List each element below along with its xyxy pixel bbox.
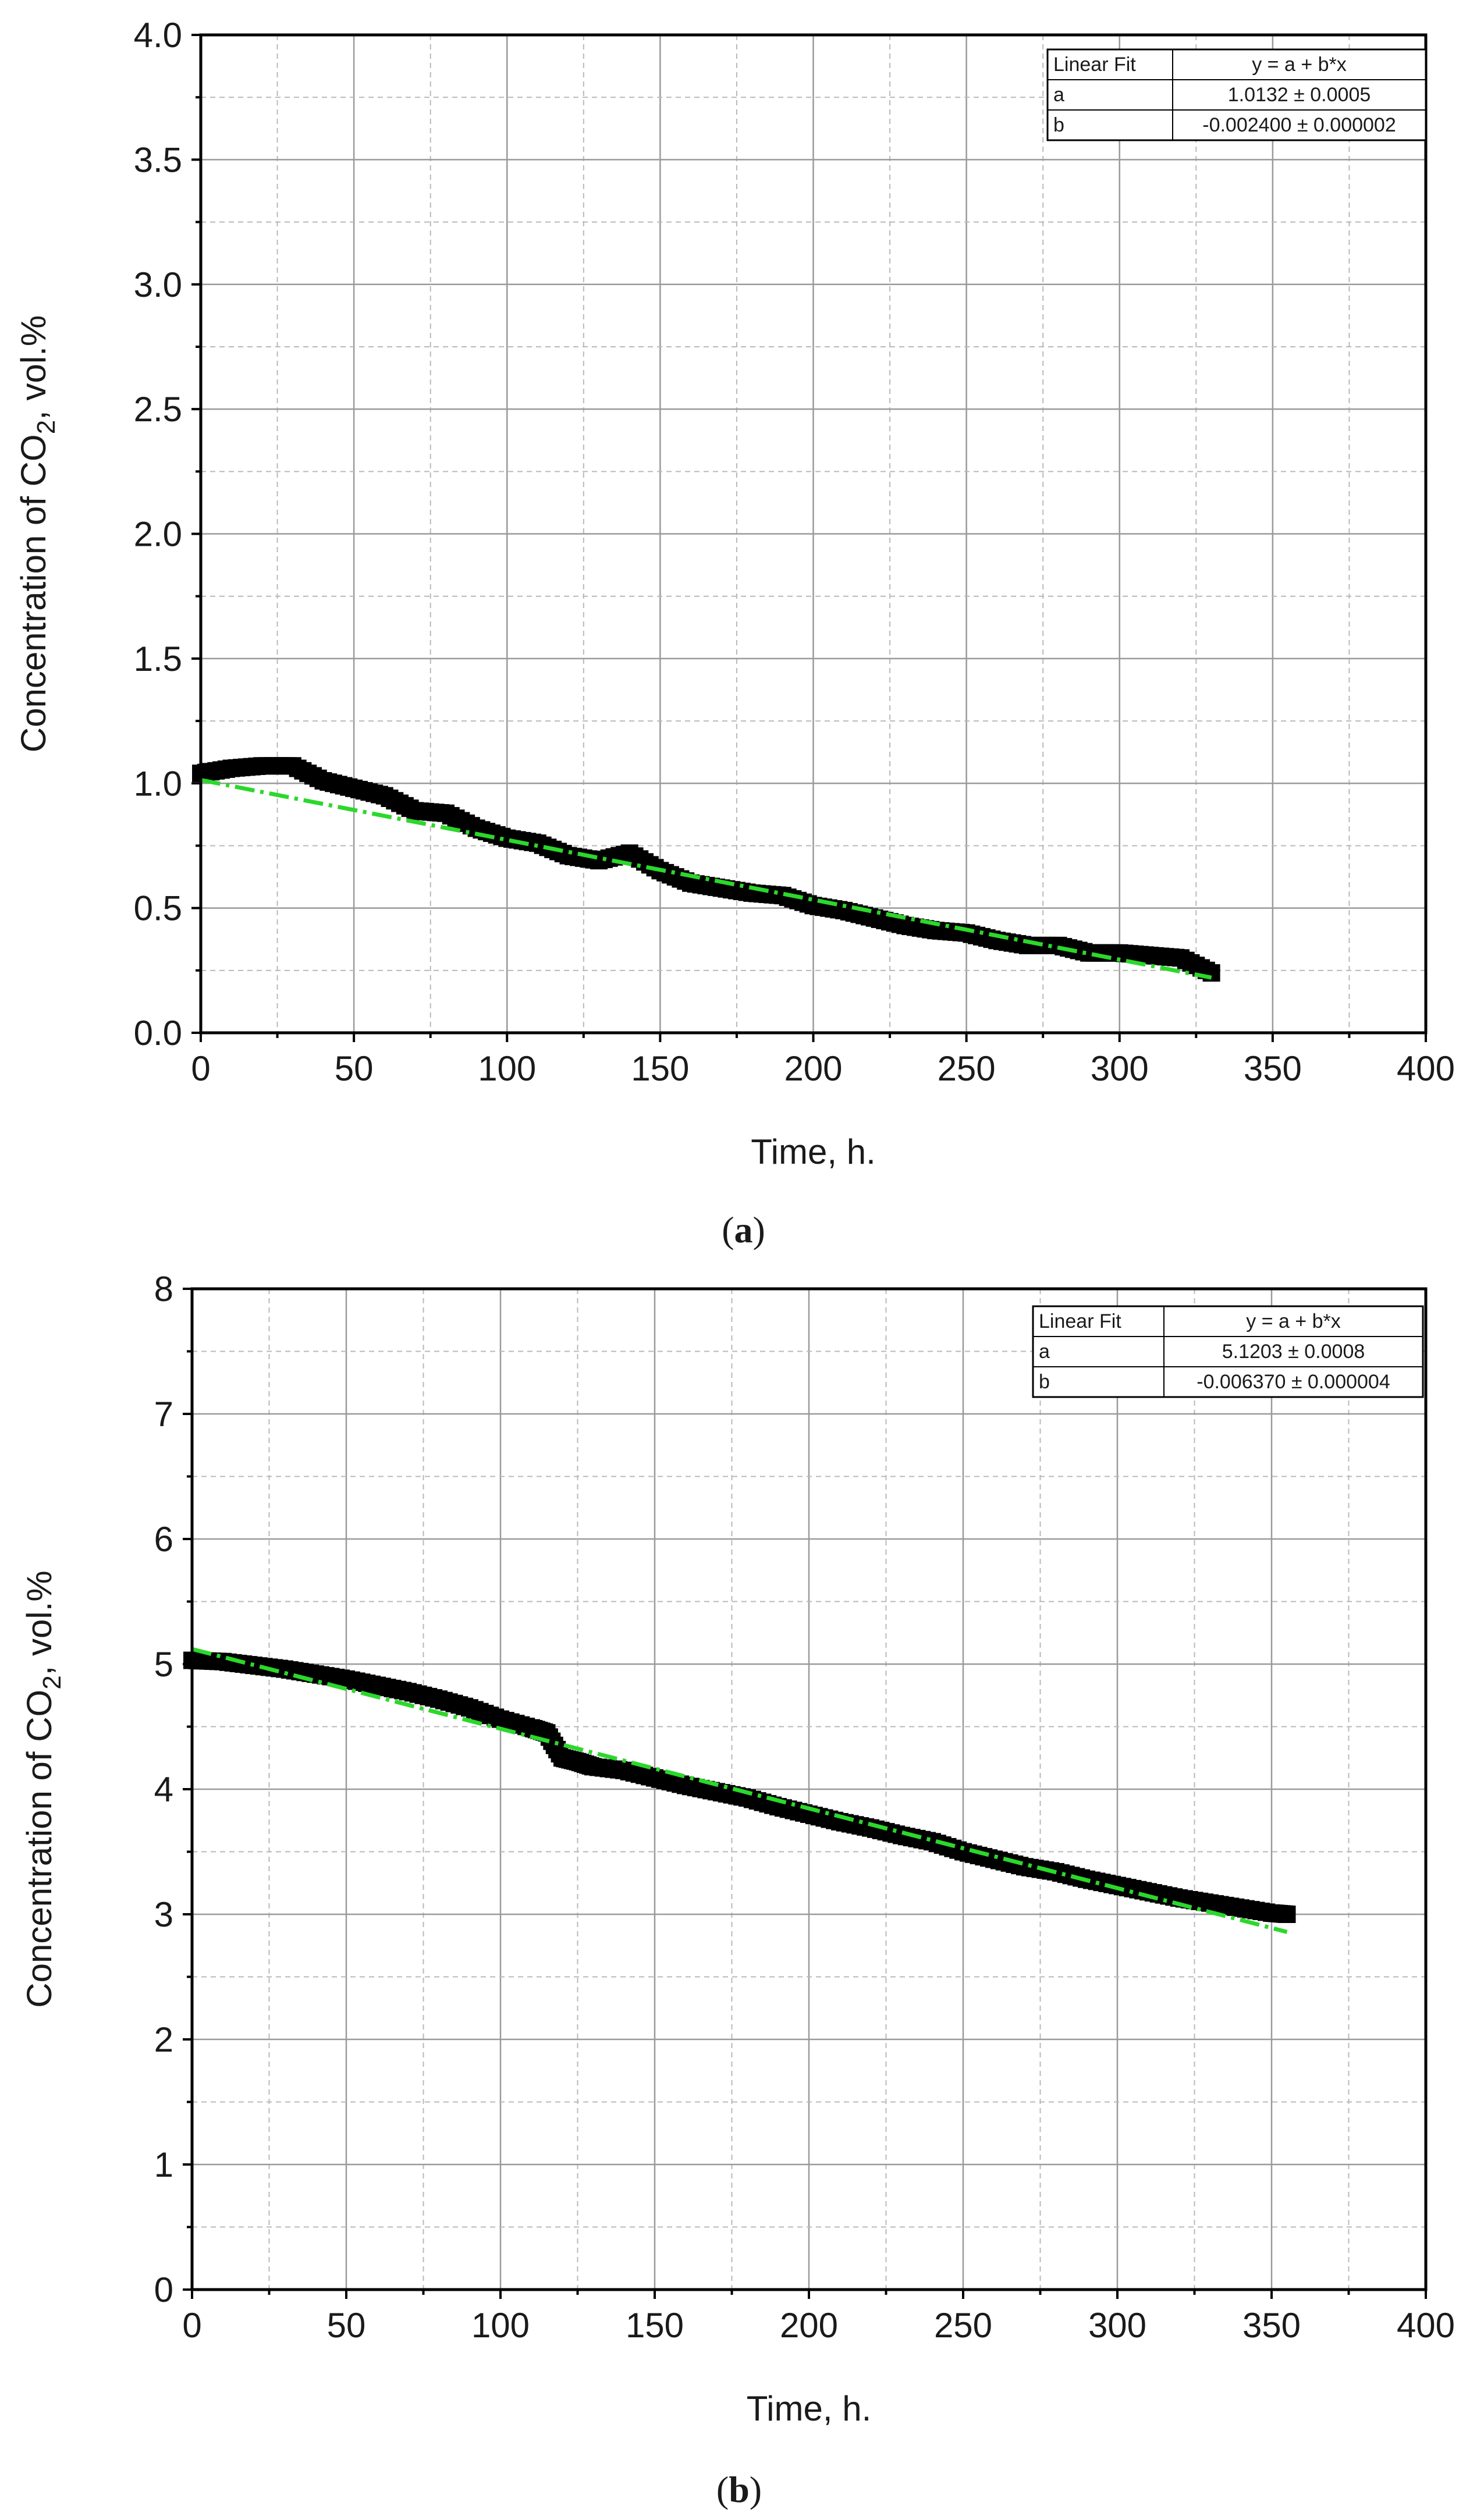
x-tick-label: 0 [191, 1049, 210, 1088]
panel-caption-letter: b [729, 2469, 750, 2510]
y-tick-label: 1.0 [134, 764, 182, 803]
axis-ticks [191, 34, 1427, 1042]
x-tick-label: 300 [1088, 2306, 1146, 2345]
y-axis-label-subscript: 2 [38, 1675, 66, 1689]
x-axis-label: Time, h. [747, 2389, 871, 2428]
linear-fit-line [191, 1647, 1288, 1934]
y-tick-label: 0.0 [134, 1014, 182, 1053]
fit-table-value-a: 1.0132 ± 0.0005 [1228, 84, 1371, 106]
x-tick-label: 50 [327, 2306, 366, 2345]
x-tick-label: 300 [1091, 1049, 1149, 1088]
y-tick-label: 0 [154, 2270, 173, 2309]
panel-caption: (a) [722, 1209, 765, 1250]
fit-table-param-b: b [1053, 114, 1064, 136]
x-tick-label: 150 [626, 2306, 684, 2345]
x-tick-label: 250 [938, 1049, 996, 1088]
panel-caption: (b) [716, 2469, 762, 2510]
x-tick-labels: 0 50 100 150 200 250 300 350 400 [191, 1049, 1455, 1088]
y-tick-label: 6 [154, 1520, 173, 1559]
chart-panel-b: 0 50 100 150 200 250 300 350 400 0 1 2 3 4 5 6 7 8 Linea… [20, 1270, 1455, 2510]
y-tick-label: 2.0 [134, 515, 182, 554]
y-tick-label: 3.0 [134, 265, 182, 304]
x-tick-label: 350 [1242, 2306, 1301, 2345]
y-tick-label: 4 [154, 1770, 173, 1809]
y-tick-label: 0.5 [134, 889, 182, 928]
panel-caption-letter: a [734, 1209, 753, 1250]
x-tick-label: 400 [1397, 1049, 1455, 1088]
y-axis-label-unit: , vol.% [14, 315, 53, 420]
y-tick-labels: 0 1 2 3 4 5 6 7 8 [154, 1270, 173, 2309]
y-axis-label-main: Concentration of CO [14, 434, 53, 752]
fit-table-value-b: -0.006370 ± 0.000004 [1197, 1371, 1390, 1393]
plot-frame [190, 1287, 1428, 2291]
data-point [1278, 1906, 1296, 1923]
data-point [1202, 964, 1220, 982]
x-tick-label: 350 [1244, 1049, 1302, 1088]
fit-table-border [1046, 48, 1427, 141]
x-tick-label: 200 [784, 1049, 842, 1088]
x-tick-label: 250 [934, 2306, 992, 2345]
y-tick-labels: 0.0 0.5 1.0 1.5 2.0 2.5 3.0 3.5 4.0 [134, 16, 182, 1053]
y-axis-label-unit: , vol.% [20, 1570, 59, 1675]
x-tick-label: 400 [1397, 2306, 1455, 2345]
fit-table-header-label: Linear Fit [1039, 1310, 1121, 1332]
y-tick-label: 3 [154, 1895, 173, 1934]
chart-panel-a: 0 50 100 150 200 250 300 350 400 0.0 0.5 1.0 1.5 2.0… [14, 16, 1455, 1250]
fit-table-param-a: a [1039, 1341, 1050, 1363]
x-tick-label: 100 [471, 2306, 530, 2345]
x-tick-labels: 0 50 100 150 200 250 300 350 400 [182, 2306, 1455, 2345]
fit-table-border [1032, 1305, 1424, 1398]
x-tick-label: 50 [335, 1049, 374, 1088]
fit-table: Linear Fit y = a + b*x a 5.1203 ± 0.0008… [1032, 1305, 1424, 1398]
x-tick-label: 100 [478, 1049, 536, 1088]
y-tick-label: 1 [154, 2145, 173, 2184]
y-tick-label: 2 [154, 2020, 173, 2059]
y-tick-label: 4.0 [134, 16, 182, 55]
data-points [183, 1651, 1296, 1923]
y-axis-label: Concentration of CO2, vol.% [20, 1570, 66, 2008]
grid [192, 1289, 1426, 2290]
fit-table-param-b: b [1039, 1371, 1050, 1393]
grid [201, 35, 1426, 1033]
linear-fit-line [200, 778, 1212, 980]
plot-frame [199, 33, 1428, 1035]
y-tick-label: 5 [154, 1645, 173, 1684]
y-tick-label: 3.5 [134, 140, 182, 179]
x-axis-label: Time, h. [751, 1132, 875, 1171]
fit-table-value-a: 5.1203 ± 0.0008 [1222, 1341, 1365, 1363]
x-tick-label: 0 [182, 2306, 201, 2345]
fit-table-header-formula: y = a + b*x [1252, 54, 1347, 76]
axis-ticks [183, 1288, 1427, 2299]
y-tick-label: 2.5 [134, 390, 182, 429]
fit-table-param-a: a [1053, 84, 1064, 106]
y-tick-label: 7 [154, 1395, 173, 1434]
y-axis-label-main: Concentration of CO [20, 1690, 59, 2008]
fit-table-header-formula: y = a + b*x [1246, 1310, 1341, 1332]
y-tick-label: 1.5 [134, 639, 182, 678]
fit-table-header-label: Linear Fit [1053, 54, 1136, 76]
x-tick-label: 200 [780, 2306, 838, 2345]
y-axis-label-subscript: 2 [32, 420, 61, 434]
fit-table: Linear Fit y = a + b*x a 1.0132 ± 0.0005… [1046, 48, 1427, 141]
y-axis-label: Concentration of CO2, vol.% [14, 315, 61, 753]
y-tick-label: 8 [154, 1270, 173, 1309]
x-tick-label: 150 [631, 1049, 689, 1088]
fit-table-value-b: -0.002400 ± 0.000002 [1202, 114, 1396, 136]
